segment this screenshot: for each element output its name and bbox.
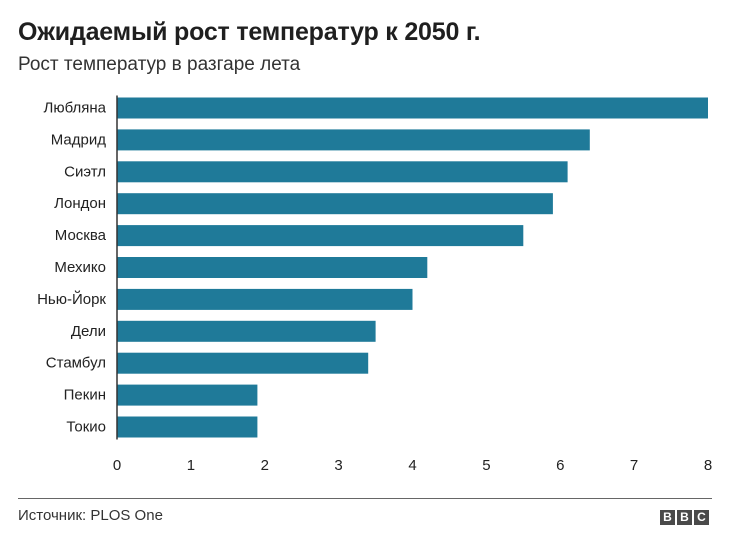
category-label: Пекин: [64, 387, 106, 404]
source-note: Источник: PLOS One: [18, 507, 163, 524]
bar: [117, 320, 376, 342]
x-tick-label: 0: [113, 457, 121, 474]
category-label: Лондон: [54, 195, 106, 212]
bar: [117, 97, 708, 119]
bbc-logo-letter: B: [677, 510, 692, 525]
category-label: Нью-Йорк: [37, 290, 106, 308]
bbc-logo-letter: C: [694, 510, 709, 525]
x-tick-label: 4: [408, 457, 416, 474]
bar: [117, 416, 258, 438]
bar: [117, 193, 553, 215]
category-label: Токио: [66, 419, 106, 436]
bar: [117, 161, 568, 183]
category-label: Мадрид: [51, 131, 106, 148]
bbc-logo-letter: B: [660, 510, 675, 525]
category-label: Стамбул: [46, 355, 106, 372]
x-tick-label: 8: [704, 457, 712, 474]
x-tick-label: 7: [630, 457, 638, 474]
x-tick-label: 2: [261, 457, 269, 474]
footer-divider: [18, 498, 712, 499]
x-tick-label: 1: [187, 457, 195, 474]
category-label: Сиэтл: [64, 163, 106, 180]
category-label: Дели: [71, 323, 106, 340]
bar-chart: Любляна Мадрид Сиэтл Лондон Москва Мехико Нью-…: [37, 95, 712, 474]
bar: [117, 129, 590, 151]
chart-title: Ожидаемый рост температур к 2050 г.: [18, 18, 481, 46]
category-label: Москва: [55, 227, 107, 244]
bar: [117, 257, 428, 278]
bar: [117, 288, 413, 310]
category-label: Любляна: [43, 100, 106, 117]
category-label: Мехико: [54, 259, 106, 276]
bar: [117, 352, 369, 374]
bbc-logo: B B C: [660, 510, 709, 525]
x-tick-label: 3: [334, 457, 342, 474]
chart-subtitle: Рост температур в разгаре лета: [18, 54, 301, 75]
x-tick-label: 5: [482, 457, 490, 474]
x-tick-label: 6: [556, 457, 564, 474]
bar: [117, 384, 258, 406]
bar: [117, 225, 524, 247]
